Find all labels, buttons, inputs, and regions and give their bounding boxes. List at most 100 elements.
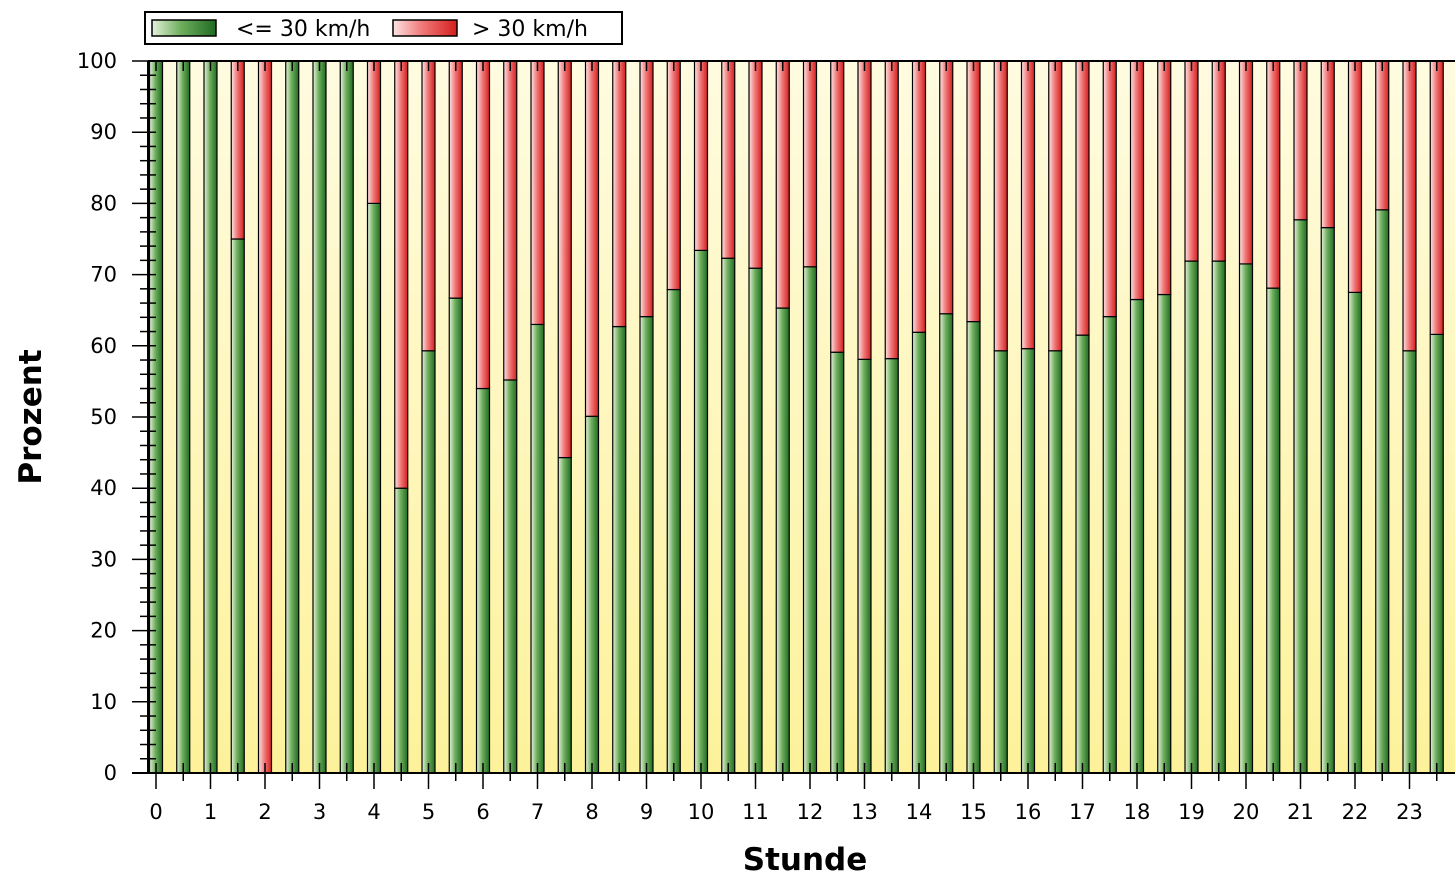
- x-tick-label: 8: [585, 800, 598, 824]
- bar-low-speed-25: [830, 351, 845, 774]
- bar-low-speed-36: [1129, 298, 1145, 774]
- x-tick-label: 4: [367, 800, 380, 824]
- x-tick-label: 9: [640, 800, 653, 824]
- x-tick-label: 11: [742, 800, 769, 824]
- x-tick-label: 1: [204, 800, 217, 824]
- bar-low-speed-33: [1048, 350, 1063, 774]
- bar-high-speed-12: [475, 60, 491, 390]
- x-tick-label: 22: [1342, 800, 1369, 824]
- bar-low-speed-15: [557, 456, 572, 774]
- x-tick-label: 18: [1124, 800, 1151, 824]
- legend-label-high-speed: > 30 km/h: [472, 17, 588, 42]
- bar-low-speed-42: [1293, 219, 1308, 774]
- y-tick-label: 80: [90, 191, 117, 215]
- bar-high-speed-44: [1347, 60, 1363, 293]
- bar-high-speed-30: [966, 60, 981, 323]
- bar-high-speed-9: [394, 60, 409, 489]
- x-tick-label: 10: [688, 800, 715, 824]
- bar-low-speed-44: [1347, 291, 1363, 774]
- bar-low-speed-24: [802, 266, 818, 774]
- bar-high-speed-40: [1238, 60, 1254, 265]
- bar-high-speed-18: [639, 60, 654, 318]
- bar-low-speed-7: [339, 60, 354, 774]
- bar-low-speed-31: [993, 350, 1008, 774]
- plot-background: [148, 61, 1455, 773]
- bar-low-speed-3: [230, 238, 245, 774]
- bar-low-speed-38: [1184, 260, 1199, 774]
- x-tick-label: 6: [476, 800, 489, 824]
- bar-low-speed-12: [475, 387, 491, 774]
- bar-low-speed-1: [176, 60, 191, 774]
- x-tick-label: 12: [797, 800, 824, 824]
- bar-low-speed-22: [748, 267, 763, 774]
- bar-low-speed-16: [584, 415, 600, 774]
- bar-low-speed-43: [1320, 227, 1335, 774]
- bar-high-speed-17: [612, 60, 627, 328]
- x-tick-label: 17: [1069, 800, 1096, 824]
- bar-high-speed-29: [939, 60, 954, 315]
- bar-low-speed-8: [366, 202, 382, 774]
- legend: <= 30 km/h > 30 km/h: [144, 11, 623, 45]
- x-tick-label: 0: [149, 800, 162, 824]
- bar-low-speed-14: [530, 323, 545, 774]
- x-tick-label: 21: [1287, 800, 1314, 824]
- bar-low-speed-2: [203, 60, 218, 774]
- y-tick-label: 10: [90, 690, 117, 714]
- bar-high-speed-23: [775, 60, 790, 309]
- bar-high-speed-24: [802, 60, 818, 268]
- bar-high-speed-26: [857, 60, 872, 360]
- y-tick-label: 20: [90, 619, 117, 643]
- bar-low-speed-39: [1211, 260, 1226, 774]
- bar-low-speed-21: [721, 257, 736, 774]
- y-tick-label: 70: [90, 263, 117, 287]
- x-tick-label: 20: [1233, 800, 1260, 824]
- bar-high-speed-28: [911, 60, 927, 333]
- bar-low-speed-13: [503, 379, 518, 774]
- bar-low-speed-19: [666, 288, 681, 774]
- bar-low-speed-17: [612, 325, 627, 774]
- bar-high-speed-21: [721, 60, 736, 259]
- bar-high-speed-20: [693, 60, 709, 251]
- bar-high-speed-3: [230, 60, 245, 240]
- bar-high-speed-41: [1266, 60, 1281, 289]
- bar-low-speed-6: [312, 60, 327, 774]
- bar-low-speed-40: [1238, 263, 1254, 774]
- bar-high-speed-45: [1375, 60, 1390, 211]
- y-tick-label: 60: [90, 334, 117, 358]
- x-tick-label: 16: [1015, 800, 1042, 824]
- y-tick-label: 90: [90, 120, 117, 144]
- bar-high-speed-33: [1048, 60, 1063, 352]
- bar-low-speed-34: [1075, 334, 1090, 774]
- legend-box: [144, 11, 623, 45]
- bar-high-speed-27: [884, 60, 899, 360]
- bar-low-speed-23: [775, 307, 790, 774]
- x-tick-label: 5: [422, 800, 435, 824]
- bar-low-speed-41: [1266, 287, 1281, 774]
- x-tick-label: 15: [960, 800, 987, 824]
- bar-high-speed-39: [1211, 60, 1226, 262]
- bar-high-speed-8: [366, 60, 382, 204]
- bar-high-speed-10: [421, 60, 436, 352]
- bar-low-speed-37: [1157, 293, 1172, 774]
- y-axis-title: Prozent: [13, 349, 49, 484]
- bar-high-speed-43: [1320, 60, 1335, 229]
- legend-swatch-red: [392, 19, 458, 37]
- x-tick-label: 14: [906, 800, 933, 824]
- bar-low-speed-18: [639, 316, 654, 774]
- bar-low-speed-45: [1375, 209, 1390, 774]
- bar-high-speed-34: [1075, 60, 1090, 336]
- bars-layer: [148, 60, 1444, 774]
- x-tick-label: 23: [1396, 800, 1423, 824]
- bar-high-speed-11: [448, 60, 463, 299]
- bar-high-speed-42: [1293, 60, 1308, 221]
- x-tick-label: 7: [531, 800, 544, 824]
- bar-high-speed-38: [1184, 60, 1199, 262]
- y-tick-label: 30: [90, 547, 117, 571]
- bar-low-speed-27: [884, 358, 899, 774]
- bar-high-speed-16: [584, 60, 600, 417]
- bar-low-speed-9: [394, 487, 409, 774]
- bar-low-speed-20: [693, 249, 709, 774]
- bar-low-speed-35: [1102, 316, 1117, 774]
- bar-high-speed-15: [557, 60, 572, 459]
- legend-label-low-speed: <= 30 km/h: [236, 17, 370, 42]
